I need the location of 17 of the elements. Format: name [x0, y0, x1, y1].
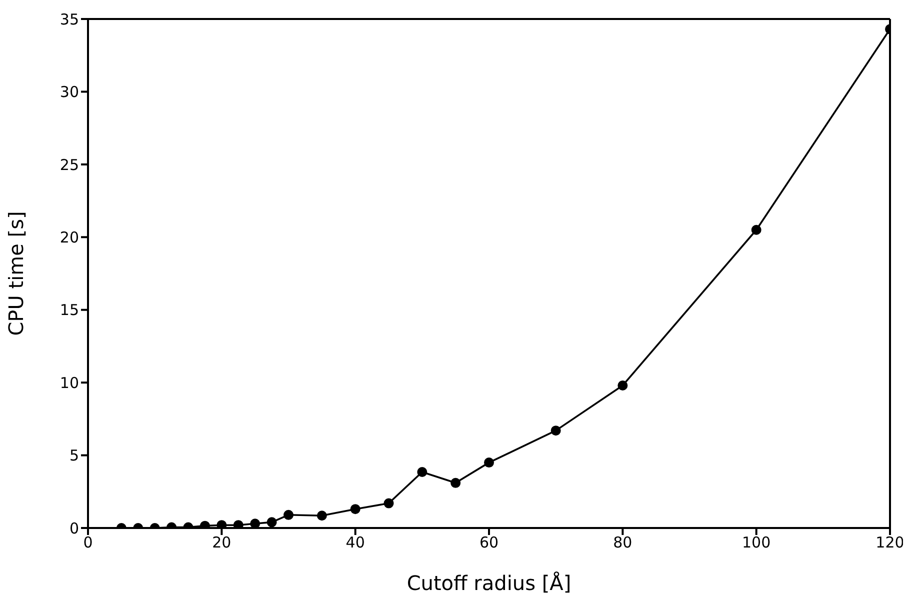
x-tick-label: 40: [346, 534, 365, 552]
y-tick-label: 0: [69, 519, 79, 538]
y-tick-label: 5: [69, 446, 79, 465]
y-tick-label: 10: [60, 374, 79, 392]
y-tick-label: 25: [60, 156, 79, 174]
y-tick-label: 15: [60, 301, 79, 320]
x-tick-label: 100: [742, 534, 771, 552]
y-tick-label: 35: [60, 10, 79, 28]
x-tick-label: 80: [613, 534, 632, 552]
x-tick-label: 120: [876, 534, 904, 552]
x-tick-label: 20: [212, 534, 232, 552]
x-tick-label: 0: [83, 534, 93, 552]
y-tick-label: 20: [60, 228, 79, 246]
x-axis-title: Cutoff radius [Å]: [406, 571, 572, 595]
x-tick-label: 60: [479, 534, 499, 552]
y-axis-title: CPU time [s]: [4, 211, 28, 336]
y-tick-label: 30: [60, 83, 79, 102]
